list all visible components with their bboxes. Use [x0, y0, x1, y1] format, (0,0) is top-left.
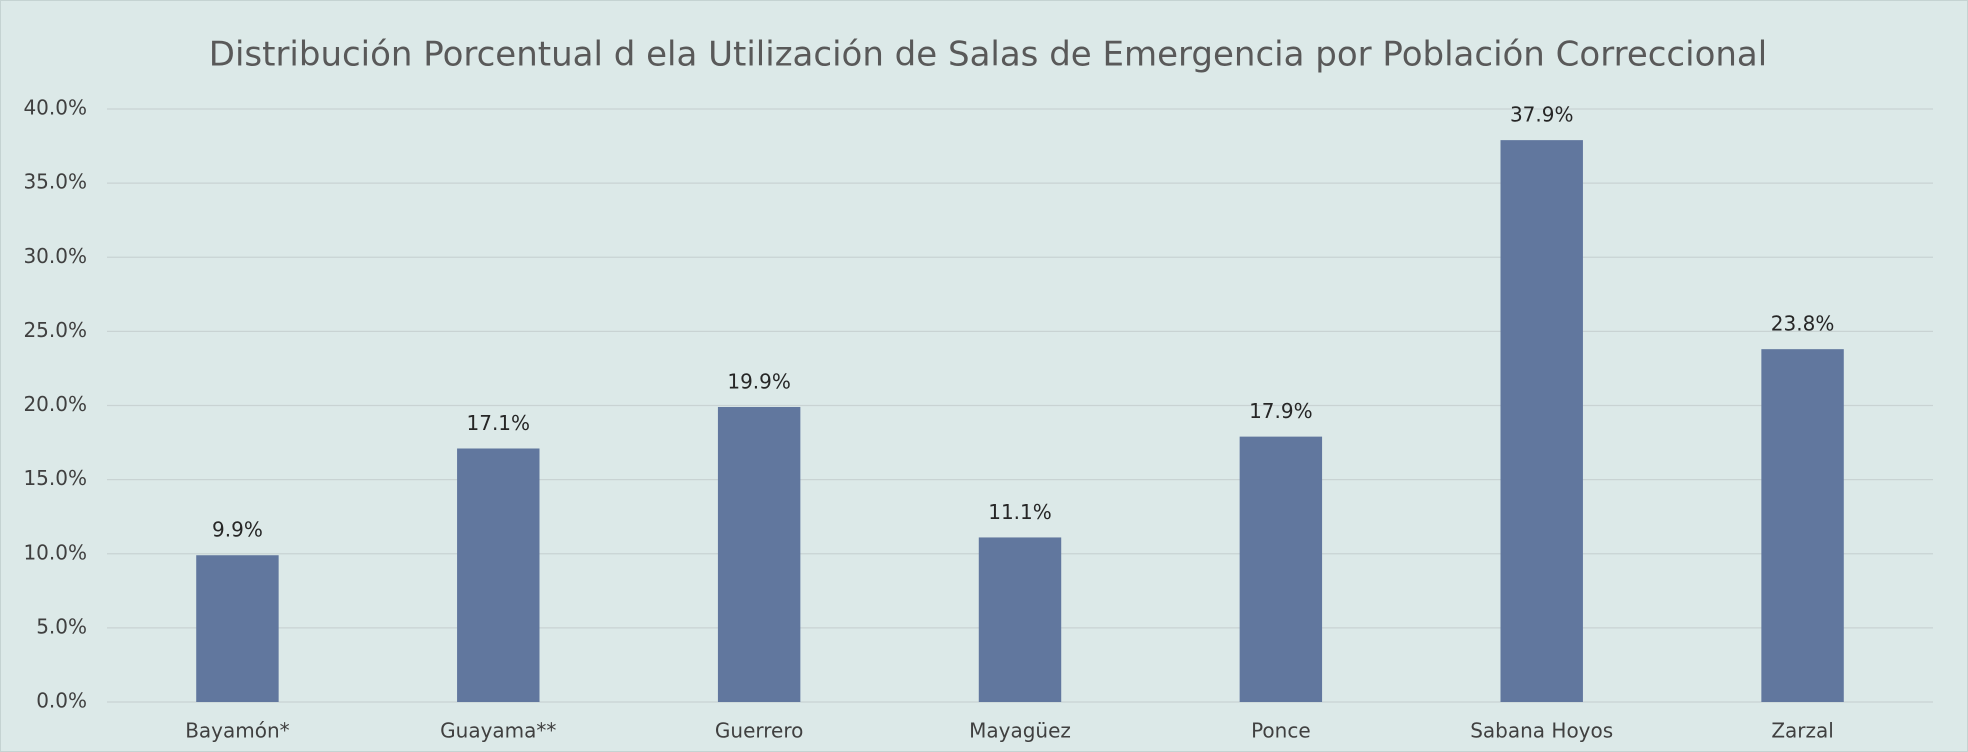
- y-tick-label: 25.0%: [23, 318, 87, 342]
- y-tick-label: 0.0%: [36, 689, 87, 713]
- y-tick-label: 40.0%: [23, 96, 87, 120]
- bar: [1500, 140, 1583, 702]
- bar: [196, 555, 279, 702]
- y-tick-label: 5.0%: [36, 614, 87, 638]
- bar: [1239, 436, 1323, 702]
- bar: [717, 406, 801, 702]
- x-tick-label: Sabana Hoyos: [1470, 719, 1613, 743]
- x-tick-label: Mayagüez: [969, 719, 1071, 743]
- data-label: 23.8%: [1771, 312, 1835, 336]
- y-tick-label: 20.0%: [23, 392, 87, 416]
- x-tick-label: Guayama**: [440, 719, 556, 743]
- bar: [978, 537, 1062, 702]
- chart-title: Distribución Porcentual d ela Utilizació…: [209, 35, 1767, 75]
- x-tick-label: Guerrero: [715, 719, 803, 743]
- y-tick-label: 10.0%: [23, 540, 87, 564]
- bar: [1761, 349, 1844, 702]
- data-label: 17.1%: [467, 411, 531, 435]
- y-tick-label: 30.0%: [23, 244, 87, 268]
- data-label: 37.9%: [1510, 103, 1574, 127]
- x-tick-label: Zarzal: [1771, 719, 1834, 743]
- y-tick-label: 15.0%: [23, 466, 87, 490]
- y-tick-label: 35.0%: [23, 170, 87, 194]
- x-tick-label: Ponce: [1251, 719, 1311, 743]
- data-label: 9.9%: [212, 518, 263, 542]
- x-tick-label: Bayamón*: [185, 719, 289, 743]
- data-label: 11.1%: [988, 500, 1052, 524]
- bar: [457, 448, 540, 702]
- data-label: 19.9%: [727, 369, 791, 393]
- data-label: 17.9%: [1249, 399, 1313, 423]
